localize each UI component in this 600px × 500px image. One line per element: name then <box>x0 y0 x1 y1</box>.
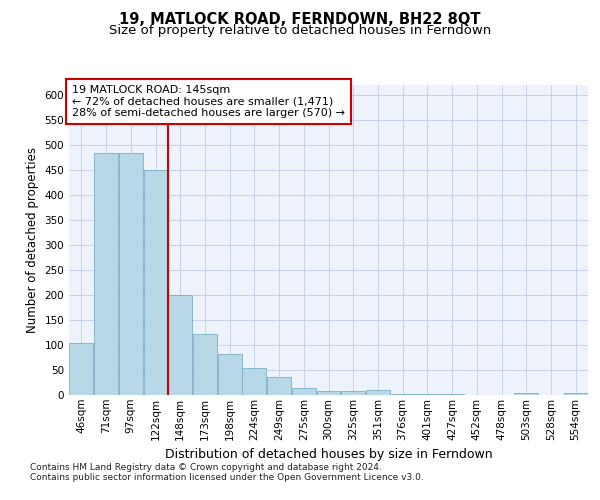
Text: 19, MATLOCK ROAD, FERNDOWN, BH22 8QT: 19, MATLOCK ROAD, FERNDOWN, BH22 8QT <box>119 12 481 28</box>
Bar <box>193 334 217 395</box>
Y-axis label: Number of detached properties: Number of detached properties <box>26 147 39 333</box>
Bar <box>94 152 118 395</box>
Text: 19 MATLOCK ROAD: 145sqm
← 72% of detached houses are smaller (1,471)
28% of semi: 19 MATLOCK ROAD: 145sqm ← 72% of detache… <box>72 85 345 118</box>
Bar <box>168 295 192 395</box>
Bar <box>218 354 242 395</box>
Bar <box>267 376 291 395</box>
X-axis label: Distribution of detached houses by size in Ferndown: Distribution of detached houses by size … <box>164 448 493 461</box>
Bar <box>415 394 439 395</box>
Bar <box>366 390 390 395</box>
Bar <box>391 394 415 395</box>
Text: Contains HM Land Registry data © Crown copyright and database right 2024.
Contai: Contains HM Land Registry data © Crown c… <box>30 462 424 482</box>
Bar <box>143 170 167 395</box>
Bar <box>341 391 365 395</box>
Bar <box>242 368 266 395</box>
Text: Size of property relative to detached houses in Ferndown: Size of property relative to detached ho… <box>109 24 491 37</box>
Bar <box>292 388 316 395</box>
Bar <box>440 394 464 395</box>
Bar <box>563 392 587 395</box>
Bar <box>119 152 143 395</box>
Bar <box>514 392 538 395</box>
Bar <box>70 342 94 395</box>
Bar <box>317 391 340 395</box>
